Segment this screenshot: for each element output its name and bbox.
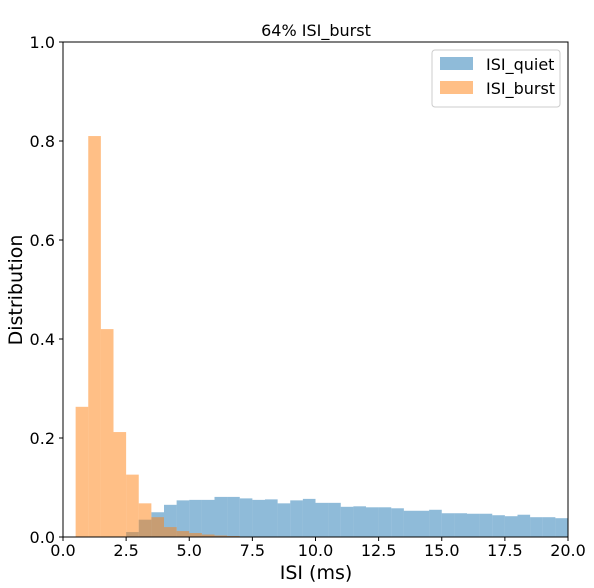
bar-0-17 xyxy=(340,506,354,537)
x-axis-label: ISI (ms) xyxy=(280,562,353,584)
bar-0-15 xyxy=(315,502,329,537)
bar-1-4 xyxy=(126,474,139,537)
y-axis-label: Distribution xyxy=(5,235,27,346)
x-tick-label-5: 12.5 xyxy=(361,541,397,560)
bar-0-23 xyxy=(416,510,430,537)
bar-0-13 xyxy=(290,500,303,537)
x-axis-ticks: 0.0 2.5 5.0 7.5 10.0 12.5 15.0 17.5 20.0 xyxy=(50,537,586,560)
x-tick-label-1: 2.5 xyxy=(113,541,138,560)
bar-0-31 xyxy=(517,514,531,537)
legend-swatch-isi-burst xyxy=(440,81,473,94)
bar-0-19 xyxy=(366,507,379,537)
bar-0-5 xyxy=(189,499,202,537)
y-tick-label-4: 0.8 xyxy=(30,132,55,151)
bar-0-30 xyxy=(504,516,518,537)
y-tick-label-2: 0.4 xyxy=(30,330,55,349)
bar-1-8 xyxy=(176,531,190,537)
x-tick-label-0: 0.0 xyxy=(50,541,75,560)
bar-1-7 xyxy=(164,527,177,537)
legend-swatch-isi-quiet xyxy=(440,57,473,70)
bar-1-11 xyxy=(214,535,228,537)
bar-0-9 xyxy=(239,498,253,537)
y-axis-ticks: 0.0 0.2 0.4 0.6 0.8 1.0 xyxy=(30,33,63,547)
bars-group xyxy=(75,136,568,538)
bar-0-16 xyxy=(328,502,341,537)
bar-0-22 xyxy=(403,510,417,537)
bar-0-20 xyxy=(378,507,392,537)
x-tick-label-2: 5.0 xyxy=(177,541,202,560)
series-isi-burst xyxy=(75,136,240,538)
bar-0-11 xyxy=(265,499,278,537)
bar-0-33 xyxy=(542,517,556,537)
bar-0-21 xyxy=(391,508,404,537)
bar-1-6 xyxy=(151,517,164,537)
bar-0-28 xyxy=(479,513,493,537)
bar-0-14 xyxy=(302,498,316,537)
bar-0-4 xyxy=(176,500,190,537)
chart-title: 64% ISI_burst xyxy=(261,21,371,41)
y-tick-label-1: 0.2 xyxy=(30,429,55,448)
x-tick-label-6: 15.0 xyxy=(424,541,460,560)
bar-0-7 xyxy=(214,496,228,537)
bar-1-0 xyxy=(75,406,89,537)
bar-1-10 xyxy=(201,534,215,537)
legend-label-isi-quiet: ISI_quiet xyxy=(486,55,554,75)
bar-0-10 xyxy=(252,499,265,537)
bar-0-8 xyxy=(227,496,240,537)
bar-0-34 xyxy=(555,518,568,537)
bar-0-24 xyxy=(429,509,442,537)
bar-0-32 xyxy=(530,517,543,537)
bar-1-3 xyxy=(113,432,127,537)
bar-1-2 xyxy=(100,329,114,537)
bar-0-29 xyxy=(492,515,505,537)
x-tick-label-8: 20.0 xyxy=(550,541,586,560)
bar-0-18 xyxy=(353,506,366,537)
y-tick-label-3: 0.6 xyxy=(30,231,55,250)
y-tick-label-5: 1.0 xyxy=(30,33,55,52)
x-tick-label-4: 10.0 xyxy=(298,541,334,560)
x-tick-label-7: 17.5 xyxy=(487,541,523,560)
legend: ISI_quiet ISI_burst xyxy=(431,49,561,108)
bar-1-9 xyxy=(189,533,202,537)
bar-0-6 xyxy=(201,499,215,537)
bar-1-5 xyxy=(138,503,152,537)
bar-0-12 xyxy=(277,503,291,537)
bar-0-25 xyxy=(441,513,455,537)
x-tick-label-3: 7.5 xyxy=(240,541,265,560)
bar-1-1 xyxy=(88,136,101,538)
y-tick-label-0: 0.0 xyxy=(30,528,55,547)
bar-0-27 xyxy=(467,513,480,537)
bar-0-26 xyxy=(454,513,467,537)
legend-label-isi-burst: ISI_burst xyxy=(486,79,555,99)
